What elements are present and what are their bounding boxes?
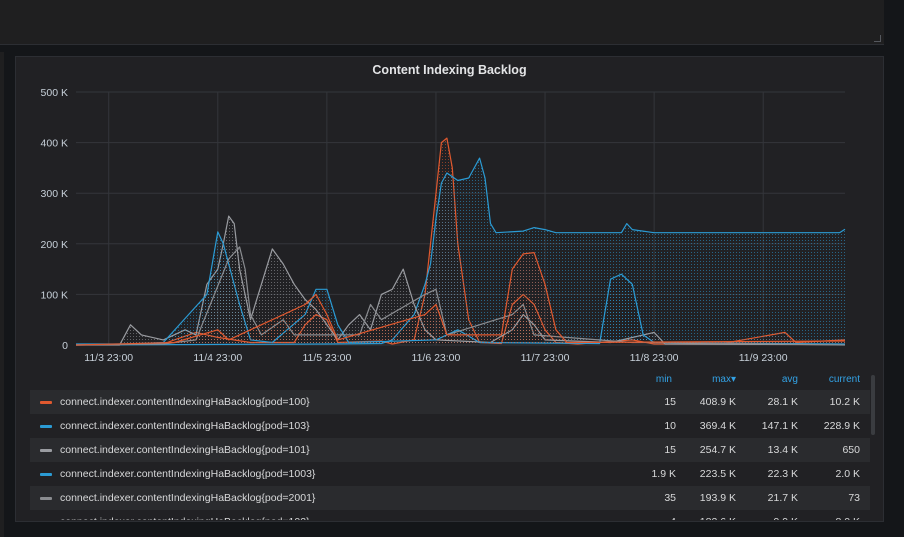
legend-series-name[interactable]: connect.indexer.contentIndexingHaBacklog… [60, 516, 310, 520]
legend-scrollbar[interactable] [871, 375, 875, 435]
legend-series-name[interactable]: connect.indexer.contentIndexingHaBacklog… [60, 444, 310, 456]
legend-value-current: 228.9 K [823, 420, 860, 432]
right-gutter [890, 52, 904, 537]
legend-value-avg: 22.3 K [767, 468, 798, 480]
x-tick-label: 11/7 23:00 [521, 352, 570, 364]
legend-value-avg: 28.1 K [767, 396, 798, 408]
legend-value-min: 1.9 K [651, 468, 676, 480]
legend-swatch-icon [40, 425, 52, 428]
x-tick-label: 11/9 23:00 [739, 352, 788, 364]
legend-series-name[interactable]: connect.indexer.contentIndexingHaBacklog… [60, 468, 316, 480]
y-tick-label: 100 K [41, 289, 68, 301]
legend-value-current: 650 [842, 444, 860, 456]
x-tick-label: 11/8 23:00 [630, 352, 679, 364]
legend-header: min max▾ avg current [16, 374, 868, 390]
legend-series-name[interactable]: connect.indexer.contentIndexingHaBacklog… [60, 396, 310, 408]
legend-value-max: 193.9 K [699, 492, 736, 504]
chart-panel: Content Indexing Backlog 0 100 K 200 K 300 … [15, 56, 884, 522]
legend-col-max[interactable]: max▾ [712, 374, 736, 385]
series-line [75, 157, 846, 346]
legend-series-name[interactable]: connect.indexer.contentIndexingHaBacklog… [60, 420, 310, 432]
legend-row[interactable]: connect.indexer.contentIndexingHaBacklog… [30, 438, 870, 462]
legend-value-min: 35 [664, 492, 676, 504]
y-tick-label: 200 K [41, 239, 68, 251]
series-line [75, 252, 846, 346]
legend-swatch-icon [40, 449, 52, 452]
legend-row[interactable]: connect.indexer.contentIndexingHaBacklog… [30, 462, 870, 486]
series-area [76, 158, 845, 345]
legend-swatch-icon [40, 473, 52, 476]
legend-col-current[interactable]: current [828, 374, 860, 385]
legend-swatch-icon [40, 497, 52, 500]
left-panel-edge [0, 52, 4, 537]
series-line [76, 231, 846, 345]
legend-value-avg: 147.1 K [761, 420, 798, 432]
y-tick-label: 300 K [41, 188, 68, 200]
legend-col-avg[interactable]: avg [781, 374, 798, 385]
series-area [76, 246, 845, 345]
legend-value-max: 223.5 K [699, 468, 736, 480]
series-area [76, 216, 845, 345]
legend-value-current: 8.0 K [800, 516, 860, 520]
legend-value-min: 15 [664, 396, 676, 408]
legend-col-min[interactable]: min [655, 374, 672, 385]
y-tick-label: 500 K [41, 87, 68, 99]
x-tick-label: 11/3 23:00 [84, 352, 133, 364]
legend-series-name[interactable]: connect.indexer.contentIndexingHaBacklog… [60, 492, 316, 504]
legend-value-min: 10 [664, 420, 676, 432]
legend-table: connect.indexer.contentIndexingHaBacklog… [30, 390, 870, 520]
x-tick-label: 11/6 23:00 [412, 352, 461, 364]
legend-value-current: 73 [848, 492, 860, 504]
legend-value-min: 4 [616, 516, 676, 520]
legend-swatch-icon [40, 401, 52, 404]
legend-value-avg: 21.7 K [767, 492, 798, 504]
legend-value-max: 408.9 K [699, 396, 736, 408]
legend-value-avg: 9.9 K [738, 516, 798, 520]
legend-value-min: 15 [664, 444, 676, 456]
legend-value-max: 182.6 K [676, 516, 736, 520]
x-tick-label: 11/4 23:00 [193, 352, 242, 364]
x-tick-label: 11/5 23:00 [302, 352, 351, 364]
legend-value-max: 254.7 K [699, 444, 736, 456]
panel-title[interactable]: Content Indexing Backlog [372, 63, 527, 77]
legend-value-avg: 13.4 K [767, 444, 798, 456]
legend-value-current: 2.0 K [835, 468, 860, 480]
top-panel [0, 0, 884, 45]
resize-handle-icon[interactable] [874, 35, 881, 42]
chart-plot-area[interactable]: 0 100 K 200 K 300 K 400 K 500 K 11/3 23:00 11/4… [16, 57, 883, 372]
legend-value-current: 10.2 K [829, 396, 860, 408]
legend-value-max: 369.4 K [699, 420, 736, 432]
legend-row[interactable]: connect.indexer.contentIndexingHaBacklog… [30, 486, 870, 510]
y-tick-label: 0 [62, 340, 68, 352]
legend-row[interactable]: connect.indexer.contentIndexingHaBacklog… [30, 390, 870, 414]
y-tick-label: 400 K [41, 138, 68, 150]
legend-row[interactable]: connect.indexer.contentIndexingHaBacklog… [30, 414, 870, 438]
legend-row[interactable]: connect.indexer.contentIndexingHaBacklog… [30, 510, 870, 520]
